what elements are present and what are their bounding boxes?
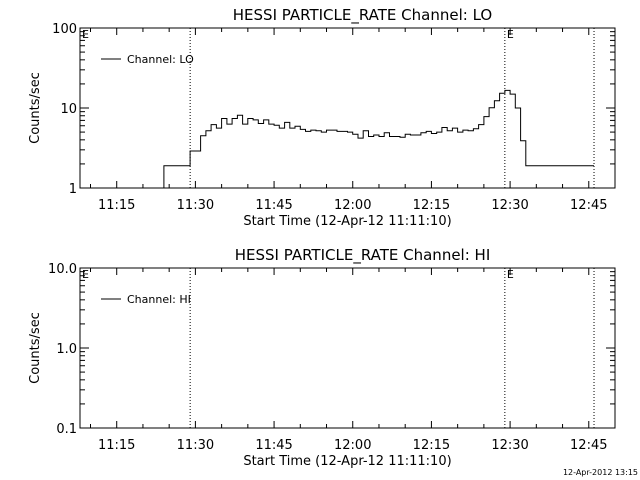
plot-channel-lo: HESSI PARTICLE_RATE Channel: LO Start Tim…	[28, 6, 616, 229]
y-tick-label: 1.0	[56, 342, 77, 357]
plot-frame	[79, 27, 616, 189]
x-tick-label: 12:00	[334, 198, 371, 213]
x-tick-label: 12:45	[570, 438, 607, 453]
x-tick-label: 12:00	[334, 438, 371, 453]
event-marker-label: E	[507, 28, 514, 41]
y-tick-label: 1	[69, 182, 77, 197]
footer-timestamp: 12-Apr-2012 13:15	[563, 468, 638, 477]
y-tick-label: 0.1	[56, 422, 77, 437]
plot-frame	[79, 267, 616, 429]
x-tick-label: 12:30	[491, 198, 528, 213]
y-tick-label: 10	[60, 102, 77, 117]
x-tick-label: 11:30	[177, 198, 214, 213]
event-marker-label: E	[82, 268, 89, 281]
x-tick-label: 11:45	[255, 438, 292, 453]
x-tick-label: 11:30	[177, 438, 214, 453]
x-axis-label: Start Time (12-Apr-12 11:11:10)	[243, 214, 451, 229]
chart-title: HESSI PARTICLE_RATE Channel: HI	[235, 246, 491, 265]
x-tick-label: 12:45	[570, 198, 607, 213]
y-tick-label: 100	[52, 22, 77, 37]
series-line	[163, 89, 594, 188]
event-marker-label: E	[82, 28, 89, 41]
x-tick-label: 11:15	[98, 438, 135, 453]
legend-label: Channel: LO	[127, 53, 194, 66]
x-tick-label: 12:15	[413, 198, 450, 213]
plot-channel-hi: HESSI PARTICLE_RATE Channel: HI Start Tim…	[28, 246, 616, 469]
x-tick-label: 12:15	[413, 438, 450, 453]
x-tick-label: 11:15	[98, 198, 135, 213]
x-tick-label: 11:45	[255, 198, 292, 213]
x-tick-label: 12:30	[491, 438, 528, 453]
y-tick-label: 10.0	[48, 262, 77, 277]
chart-title: HESSI PARTICLE_RATE Channel: LO	[233, 6, 492, 25]
y-axis-label: Counts/sec	[28, 312, 43, 384]
legend-label: Channel: HI	[127, 293, 191, 306]
event-marker-label: E	[507, 268, 514, 281]
x-axis-label: Start Time (12-Apr-12 11:11:10)	[243, 454, 451, 469]
y-axis-label: Counts/sec	[28, 72, 43, 144]
